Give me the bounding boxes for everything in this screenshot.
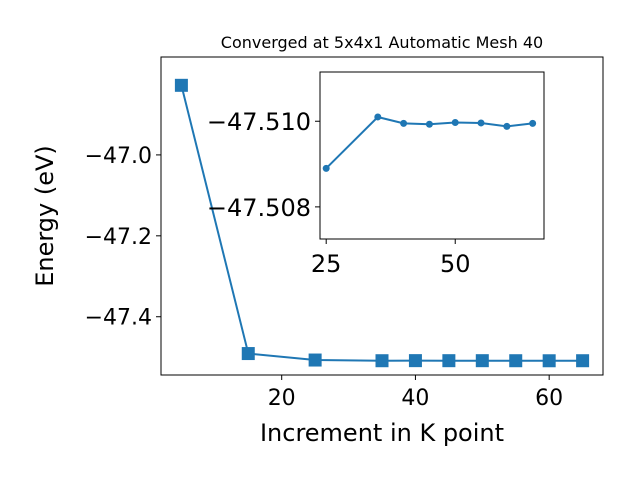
main-x-tick-label: 60 [535,386,563,411]
main-series-line [180,85,583,362]
main-chart: Converged at 5x4x1 Automatic Mesh 40 20 4… [31,33,604,447]
main-x-ticks: 20 40 60 [268,375,563,411]
main-data-point [408,354,422,368]
inset-series [322,113,537,172]
y-axis-label: Energy (eV) [31,145,59,287]
inset-y-ticks: −47.508 −47.510 [207,108,320,222]
main-y-tick-label: −47.0 [85,144,152,169]
inset-data-point [425,120,433,128]
main-data-point [542,354,556,368]
inset-data-point [503,122,511,130]
inset-background [320,72,544,239]
main-data-point [475,354,489,368]
inset-data-point [451,119,459,127]
inset-chart: 25 50 −47.508 −47.510 [207,71,545,278]
inset-y-tick-label: −47.508 [207,194,311,222]
main-data-point [375,354,389,368]
chart-title: Converged at 5x4x1 Automatic Mesh 40 [221,33,543,52]
inset-data-point [374,113,382,121]
main-y-tick-label: −47.2 [85,225,152,250]
inset-x-tick-label: 50 [440,250,471,278]
main-x-tick-label: 40 [401,386,429,411]
main-plot-frame [160,56,604,376]
inset-data-point [322,164,330,172]
inset-x-tick-label: 25 [311,250,342,278]
main-data-point [241,347,255,361]
inset-data-point [477,119,485,127]
main-data-point [308,353,322,367]
inset-series-line [325,115,533,170]
x-axis-label: Increment in K point [260,419,504,447]
inset-data-point [400,119,408,127]
main-data-point [509,354,523,368]
inset-x-ticks: 25 50 [311,239,471,278]
inset-data-point [529,119,537,127]
inset-plot-frame [319,71,545,240]
main-series [174,78,590,368]
main-data-point [442,354,456,368]
main-data-point [576,354,590,368]
inset-y-tick-label: −47.510 [207,108,311,136]
main-data-point [174,78,188,92]
main-x-tick-label: 20 [268,386,296,411]
main-y-tick-label: −47.4 [85,306,152,331]
main-y-ticks: −47.4 −47.2 −47.0 [85,144,161,331]
